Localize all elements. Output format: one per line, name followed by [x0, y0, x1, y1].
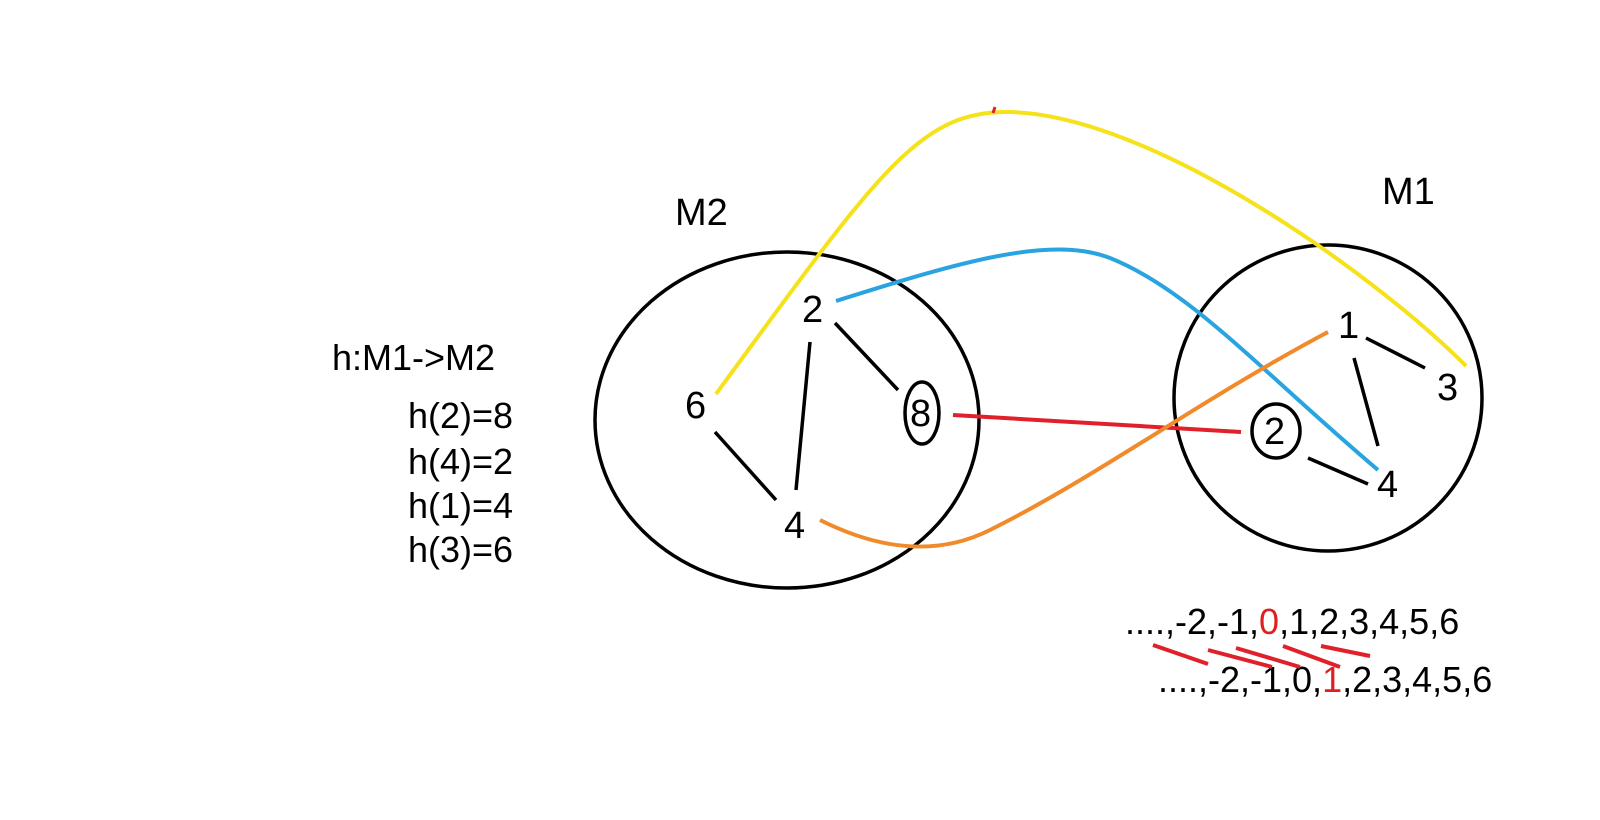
- arc-red-2-to-8: [952, 413, 1242, 434]
- shift-stroke-1: [1152, 643, 1209, 666]
- m1-edge-1-4: [1352, 357, 1380, 447]
- m2-edge-6-4: [713, 430, 778, 502]
- arc-orange-1-to-4: [819, 330, 1329, 549]
- set-m1-ellipse: [1172, 243, 1484, 553]
- node-m2-4: 4: [784, 505, 805, 547]
- shift-stroke-2: [1207, 648, 1273, 669]
- node-m1-4: 4: [1377, 464, 1398, 506]
- node-m1-2: 2: [1264, 411, 1285, 453]
- shift-stroke-3: [1235, 646, 1301, 669]
- m2-edge-2-8: [833, 321, 900, 392]
- node-m1-1: 1: [1338, 305, 1359, 347]
- red-tick-mark: [991, 106, 997, 114]
- function-mapping-4: h(3)=6: [408, 529, 513, 570]
- node-m2-2: 2: [802, 289, 823, 331]
- function-title: h:M1->M2: [332, 337, 495, 378]
- node-m1-3: 3: [1437, 367, 1458, 409]
- sequence-top: ....,-2,-1,0,1,2,3,4,5,6: [1125, 601, 1459, 642]
- function-mapping-1: h(2)=8: [408, 395, 513, 436]
- arc-blue-4-to-2: [835, 247, 1380, 472]
- set-m1-label: M1: [1382, 171, 1435, 213]
- set-m2-label: M2: [675, 192, 728, 234]
- arc-yellow-3-to-6: [714, 109, 1468, 396]
- set-m2-ellipse: [593, 250, 981, 590]
- node-m2-8-circle: [903, 380, 941, 446]
- sequence-bottom-highlight: 1: [1322, 659, 1342, 700]
- function-mapping-2: h(4)=2: [408, 441, 513, 482]
- sequence-bottom-suffix: ,2,3,4,5,6: [1342, 659, 1492, 700]
- node-m2-8: 8: [910, 393, 931, 435]
- function-mapping-3: h(1)=4: [408, 485, 513, 526]
- m2-edge-2-4: [794, 341, 812, 491]
- node-m1-2-circle: [1250, 402, 1302, 460]
- shift-stroke-4: [1282, 644, 1341, 669]
- sequence-bottom: ....,-2,-1,0,1,2,3,4,5,6: [1158, 659, 1492, 700]
- shift-stroke-5: [1320, 644, 1371, 658]
- sequence-top-suffix: ,1,2,3,4,5,6: [1279, 601, 1459, 642]
- m1-edge-1-3: [1365, 336, 1426, 370]
- node-m2-6: 6: [685, 385, 706, 427]
- m1-edge-2-4: [1307, 456, 1369, 486]
- sequence-top-prefix: ....,-2,-1,: [1125, 601, 1259, 642]
- sequence-top-highlight: 0: [1259, 601, 1279, 642]
